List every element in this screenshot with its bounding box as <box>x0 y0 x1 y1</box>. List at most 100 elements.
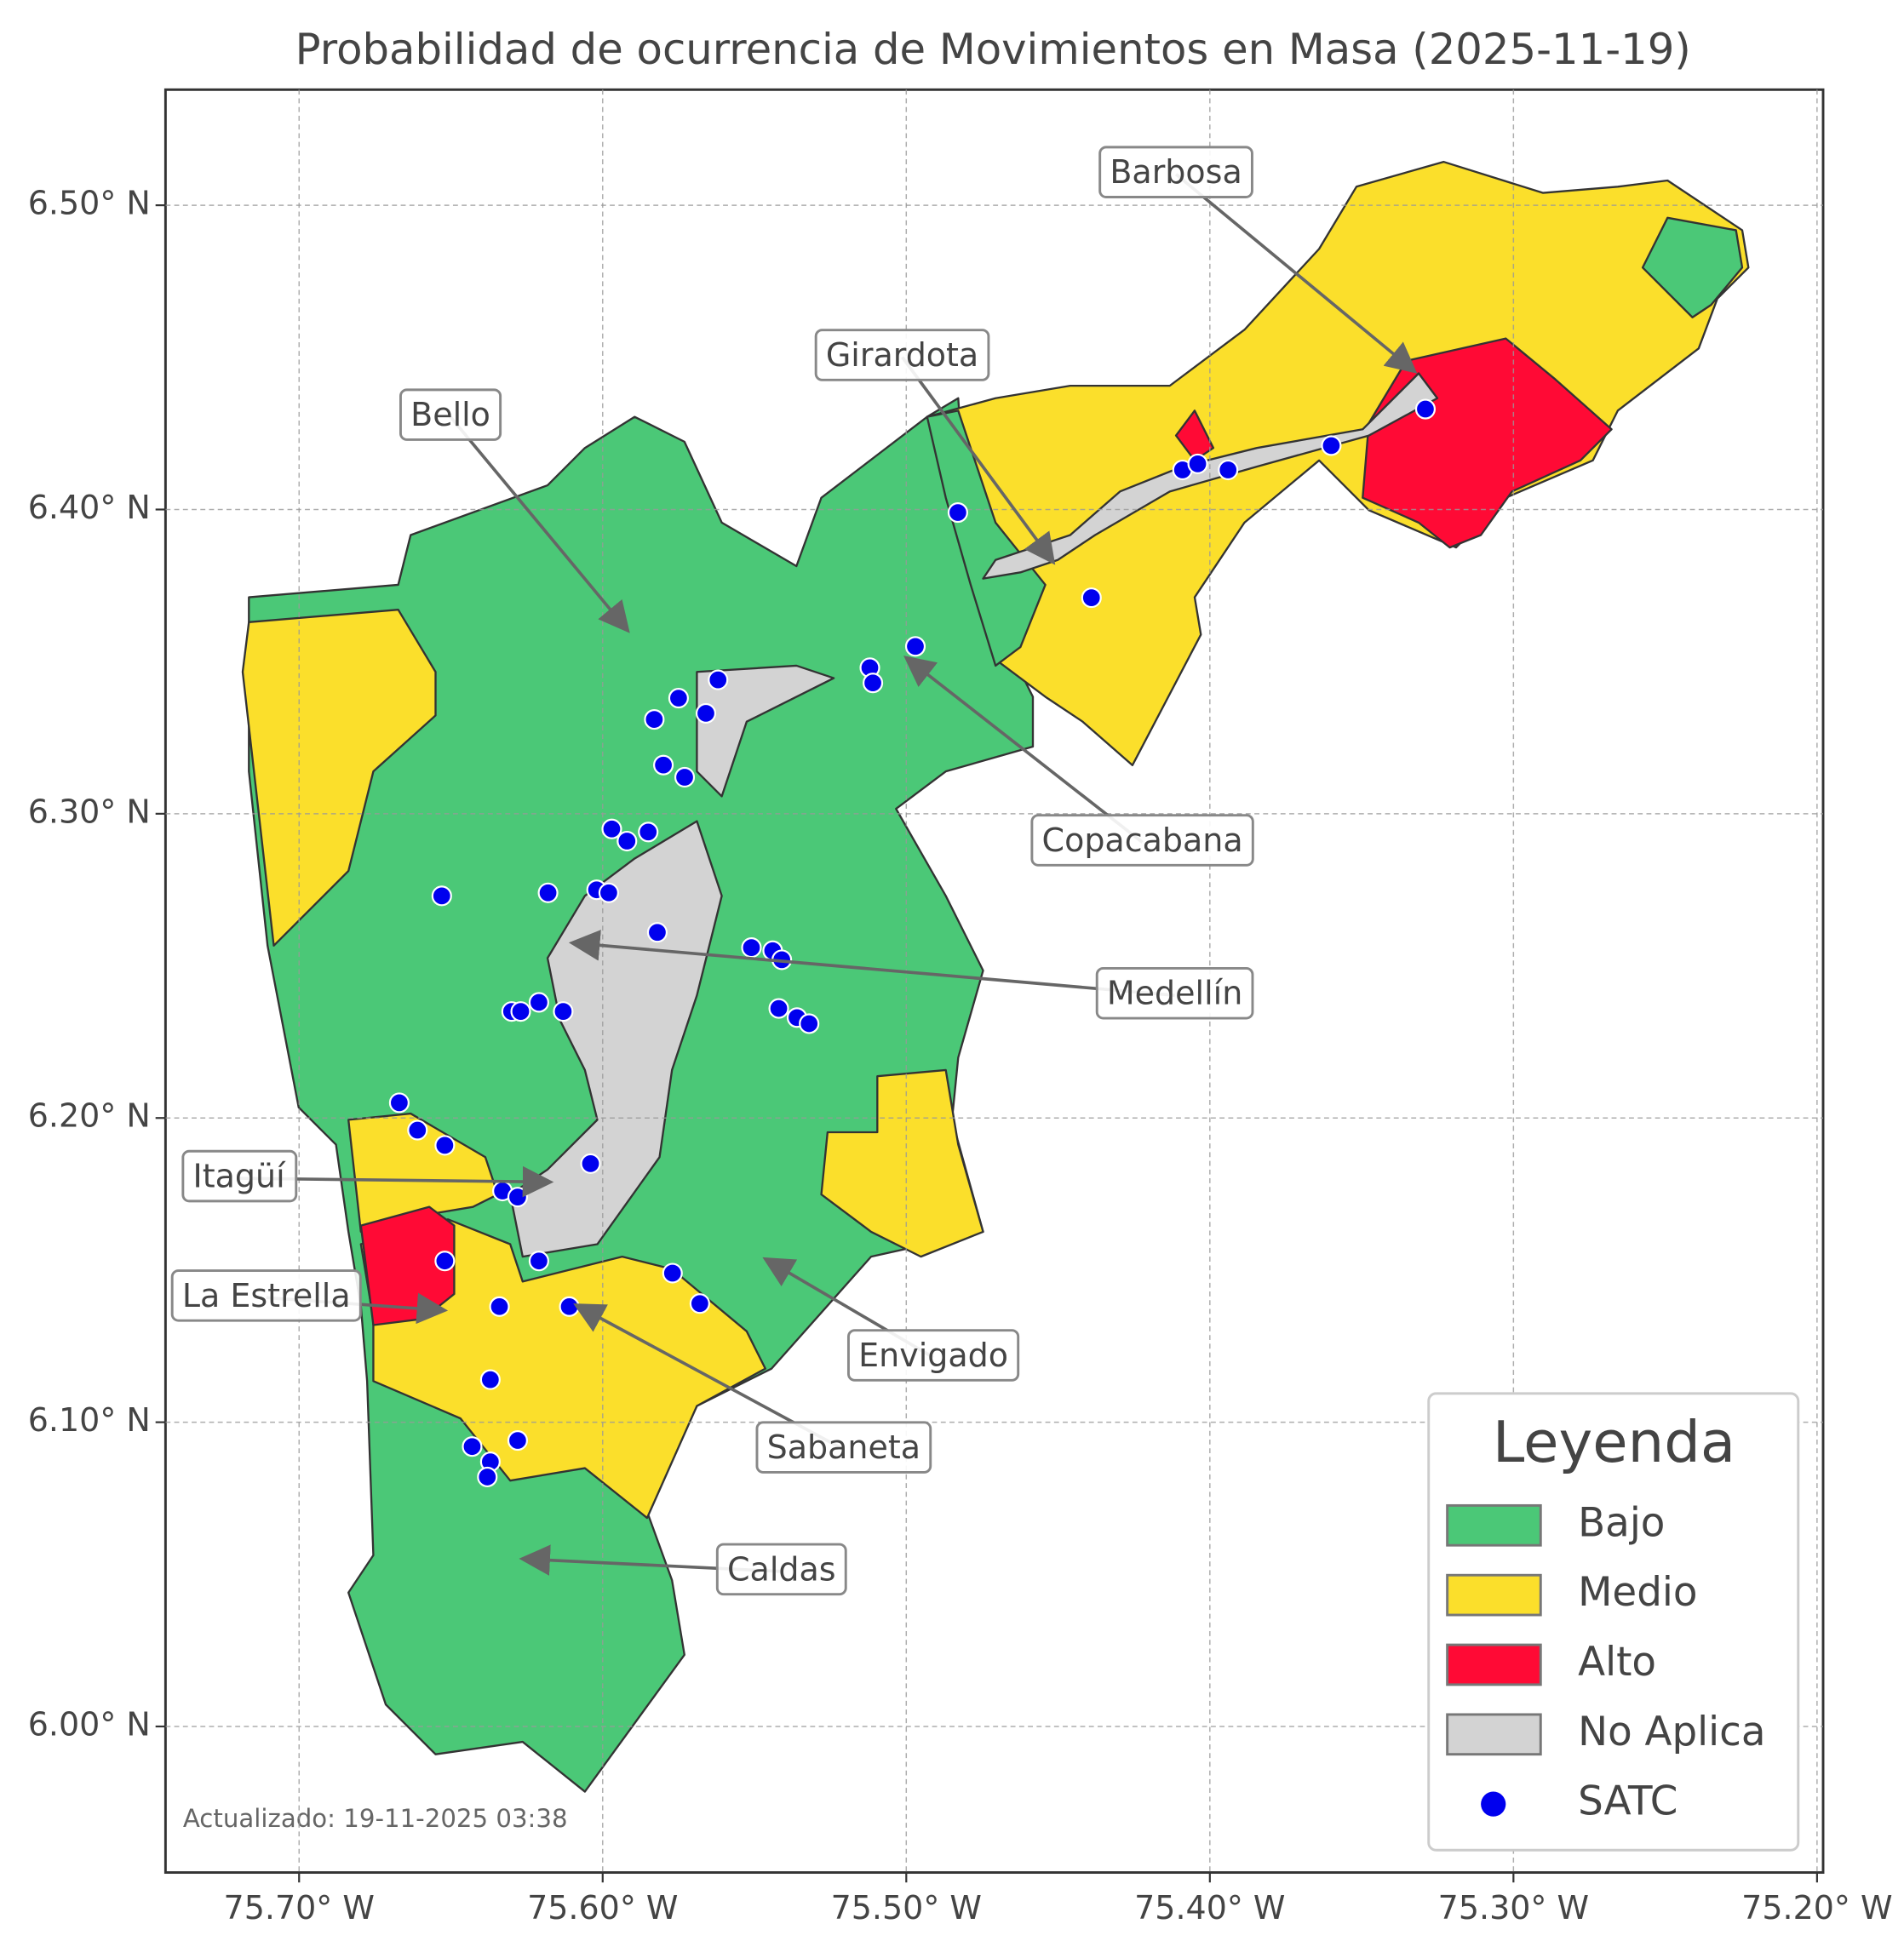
legend-marker <box>1481 1791 1506 1817</box>
legend-title: Leyenda <box>1493 1409 1735 1475</box>
legend: Leyenda Bajo Medio Alto No Aplica SATC <box>1427 1392 1800 1852</box>
satc-point <box>1187 453 1208 474</box>
region-medio <box>820 1068 984 1258</box>
satc-point <box>489 1296 510 1317</box>
satc-point <box>1081 587 1102 609</box>
satc-point <box>510 1001 531 1022</box>
legend-swatch <box>1446 1503 1542 1547</box>
legend-swatch <box>1446 1573 1542 1617</box>
satc-point <box>646 922 668 943</box>
satc-point <box>479 1369 501 1390</box>
annotation-label: Envigado <box>858 1337 1008 1374</box>
satc-point <box>507 1187 528 1208</box>
annotation: Sabaneta <box>755 1421 932 1474</box>
satc-point <box>598 882 619 903</box>
satc-point <box>674 766 696 788</box>
satc-point <box>559 1296 580 1317</box>
annotation-box <box>846 1329 1020 1382</box>
satc-point <box>1218 459 1239 481</box>
chart-title: Probabilidad de ocurrencia de Movimiento… <box>295 25 1691 74</box>
region-no-aplica <box>509 820 723 1258</box>
annotation: Bello <box>399 388 502 441</box>
x-tick-label: 75.30° W <box>1438 1889 1589 1927</box>
annotation-box <box>1098 146 1253 198</box>
region-no-aplica <box>696 664 835 798</box>
y-tick-label: 6.50° N <box>28 185 151 222</box>
satc-point <box>689 1293 710 1314</box>
satc-point <box>528 992 549 1013</box>
annotation-box <box>170 1269 362 1322</box>
satc-point <box>477 1466 498 1488</box>
satc-point <box>601 818 622 839</box>
annotation-label: Itagüí <box>193 1158 287 1195</box>
x-tick-label: 75.60° W <box>527 1889 678 1927</box>
y-tick-label: 6.30° N <box>28 793 151 830</box>
annotation-box <box>181 1149 298 1203</box>
legend-label: Medio <box>1578 1570 1697 1616</box>
legend-swatch <box>1446 1713 1542 1756</box>
annotation-box <box>755 1421 932 1474</box>
satc-point <box>653 754 674 776</box>
annotation: Caldas <box>715 1543 847 1596</box>
satc-point <box>617 830 638 852</box>
map-regions <box>241 160 1750 1793</box>
region-alto <box>1174 409 1215 461</box>
x-tick-label: 75.50° W <box>831 1889 982 1927</box>
annotation: Envigado <box>846 1329 1020 1382</box>
satc-point <box>662 1263 683 1284</box>
annotation-arrow <box>568 930 1175 998</box>
satc-point <box>668 688 689 709</box>
annotation-arrow <box>1174 173 1418 374</box>
annotation-box <box>814 329 990 381</box>
satc-point <box>388 1092 410 1114</box>
annotation: Medellín <box>1095 966 1254 1020</box>
annotation-label: Caldas <box>727 1550 836 1588</box>
annotation-arrow <box>449 415 630 633</box>
satc-point <box>904 636 926 657</box>
satc-point <box>1321 435 1342 456</box>
annotation: Girardota <box>814 329 990 381</box>
x-tick-label: 75.70° W <box>224 1889 375 1927</box>
y-tick-label: 6.00° N <box>28 1706 151 1743</box>
legend-label: Bajo <box>1578 1500 1665 1546</box>
plot-frame <box>163 88 1825 1875</box>
region-medio <box>926 160 1750 767</box>
legend-label: Alto <box>1578 1640 1656 1686</box>
satc-point <box>947 502 968 524</box>
annotation-label: Copacabana <box>1042 822 1243 859</box>
satc-point <box>553 1001 574 1022</box>
annotation-box <box>399 388 502 441</box>
satc-point <box>528 1251 549 1272</box>
satc-point <box>407 1119 428 1141</box>
legend-swatch <box>1446 1643 1542 1686</box>
footnote: Actualizado: 19-11-2025 03:38 <box>183 1804 568 1833</box>
satc-point <box>537 882 559 903</box>
annotation: Itagüí <box>181 1149 298 1203</box>
satc-point <box>695 702 717 724</box>
satc-point <box>863 673 884 694</box>
satc-point <box>1414 398 1437 420</box>
satc-point <box>768 998 789 1019</box>
annotation-label: Medellín <box>1107 975 1242 1012</box>
satc-point <box>462 1436 483 1457</box>
y-tick-label: 6.40° N <box>28 489 151 526</box>
y-tick-label: 6.20° N <box>28 1097 151 1135</box>
annotation-label: Sabaneta <box>767 1429 920 1466</box>
annotation: Copacabana <box>1030 814 1254 867</box>
legend-label: No Aplica <box>1578 1709 1765 1755</box>
annotation-label: Barbosa <box>1110 153 1242 191</box>
satc-point <box>741 937 762 959</box>
satc-point <box>431 885 452 907</box>
x-tick-label: 75.40° W <box>1134 1889 1285 1927</box>
annotation-box <box>1095 966 1254 1020</box>
satc-point <box>434 1135 456 1156</box>
annotation-arrow <box>903 656 1144 844</box>
y-tick-label: 6.10° N <box>28 1401 151 1439</box>
annotation-label: La Estrella <box>182 1277 351 1314</box>
satc-point <box>580 1153 601 1174</box>
satc-point <box>644 709 665 730</box>
annotation-box <box>715 1543 847 1596</box>
x-tick-label: 75.20° W <box>1741 1889 1892 1927</box>
annotation-label: Girardota <box>826 336 978 374</box>
